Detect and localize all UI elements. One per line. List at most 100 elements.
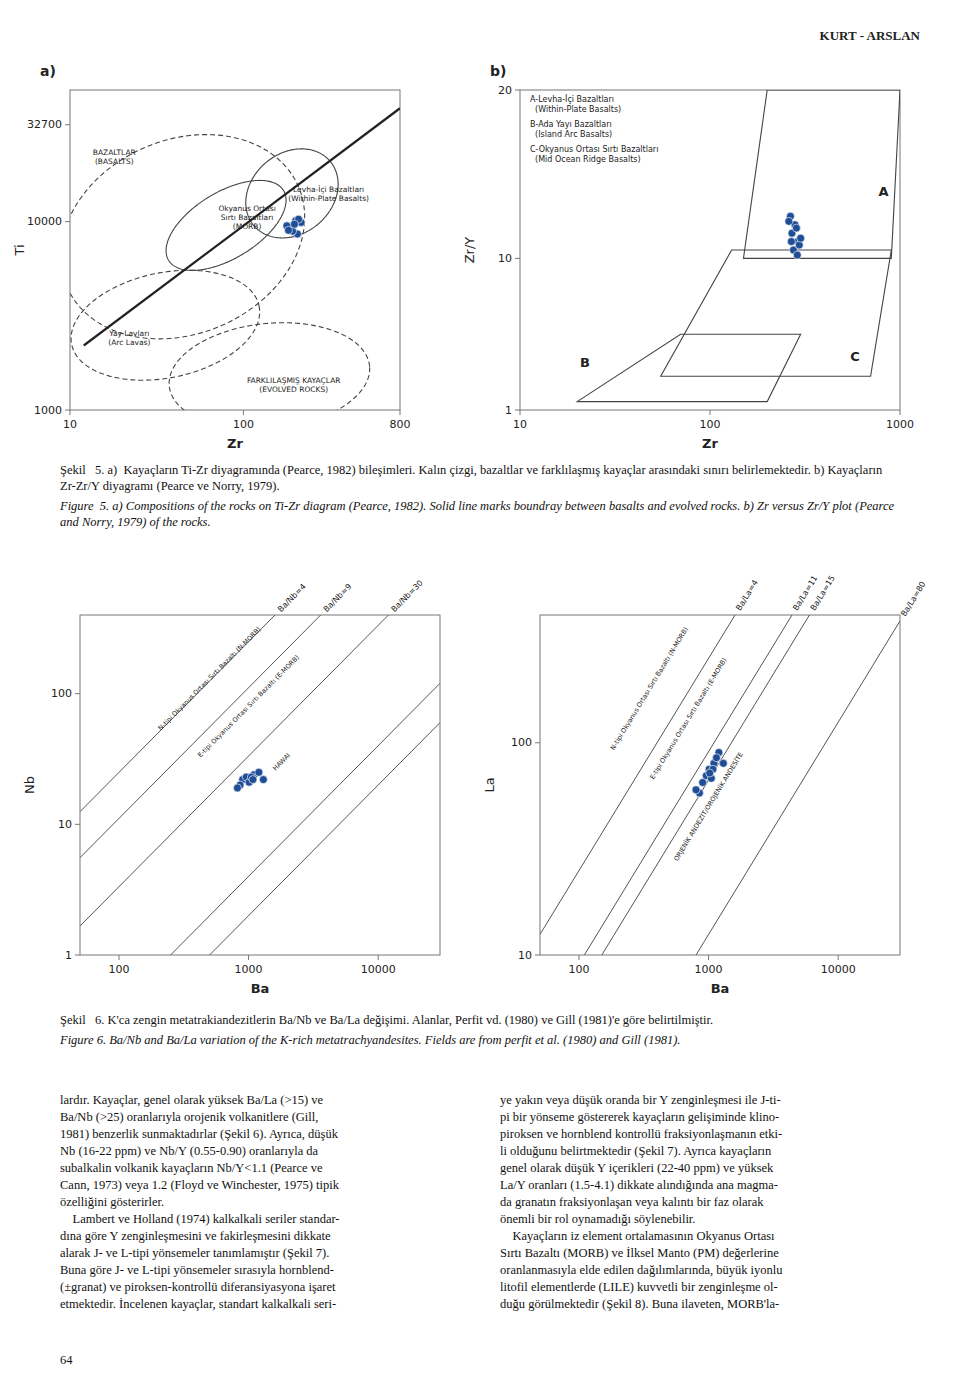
body-text: Buna göre J- ve L-tipi yönsemeler sırası… [60,1262,334,1279]
chart: 1010080010001000032700ZrTia)BAZALTLAR(BA… [12,63,411,451]
y-tick-label: 1 [505,404,512,417]
y-axis-label: Ti [12,244,27,256]
body-text: ye yakın veya düşük oranda bir Y zenginl… [500,1092,781,1109]
body-text: La/Y oranları (1.5-4.1) dikkate alındığı… [500,1177,778,1194]
field-label: FARKLILAŞMIŞ KAYAÇLAR(EVOLVED ROCKS) [247,376,341,394]
body-text: piroksen ve hornblend kontrollü fraksiyo… [500,1126,782,1143]
body-text: lardır. Kayaçlar, genel olarak yüksek Ba… [60,1092,323,1109]
text-line: C-Okyanus Ortası Sırtı Bazaltları [530,145,658,154]
x-tick-label: 10 [513,418,527,431]
text-line: HAWAI [271,752,292,773]
y-tick-label: 10 [498,252,512,265]
plot-frame [540,615,900,955]
x-tick-label: 100 [109,963,130,976]
y-tick [515,410,520,411]
plot-area [70,108,400,410]
text-line: A [879,184,889,199]
ratio-line [80,615,440,858]
text-line: E-tipi Okyanus Ortası Sırtı Bazaltı (E-M… [648,656,728,780]
body-text: litofil elementlerde (LILE) kuvvetli bir… [500,1279,778,1296]
field-boundary [70,135,305,339]
text-line: E-tipi Okyanus Ortası Sırtı Bazaltı (E-M… [196,654,301,760]
body-text: önemli bir rol oynamadığı söylenebilir. [500,1211,695,1228]
body-text: (±granat) ve piroksen-kontrollü diferans… [60,1279,336,1296]
field-label: N-tipi Okyanus Ortası Sırtı Bazaltı (N-M… [157,625,263,732]
data-point [233,784,241,792]
caption: Figure 6. Ba/Nb and Ba/La variation of t… [60,1032,900,1048]
x-axis-label: Zr [702,436,718,451]
body-text: 1981) benzerlik sunmaktadırlar (Şekil 6)… [60,1126,338,1143]
page-number: 64 [60,1352,73,1369]
text-line: (Island Arc Basalts) [530,130,612,139]
x-tick [900,410,901,415]
data-point [797,234,805,242]
x-tick [248,955,249,960]
body-text: Ba/Nb (>25) oranlarıyla orojenik volkani… [60,1109,318,1126]
chart: 100100010000110100BaNbBa/Nb=4Ba/Nb=9Ba/N… [22,449,440,1086]
ratio-label: Ba/Nb=9 [322,582,354,614]
data-point [249,776,257,784]
text-line: Levha-İçi Bazaltları [293,185,364,194]
body-text: genel olarak düşük Y içerikleri (22-40 p… [500,1160,773,1177]
y-tick-label: 20 [498,84,512,97]
x-tick [710,410,711,415]
text-line: C [850,349,860,364]
data-point [255,768,263,776]
field-boundary [71,270,260,380]
data-point [706,769,714,777]
field-label: HAWAI [271,752,292,773]
panel-title: a) [40,63,56,79]
text-line: Yay Lavları [108,329,149,338]
x-tick-label: 10000 [361,963,396,976]
field-letter: A [879,184,889,199]
ratio-line [540,615,900,955]
page-header: KURT - ARSLAN [820,28,921,43]
plot-area [80,615,440,955]
y-tick [75,955,80,956]
text-line: Sırtı Bazaltları [221,213,273,222]
plot-frame [520,90,900,410]
x-tick [520,410,521,415]
y-tick [65,221,70,222]
y-tick [535,955,540,956]
body-text: Cann, 1973) veya 1.2 (Floyd ve Wincheste… [60,1177,339,1194]
data-point [785,217,793,225]
x-tick [70,410,71,415]
data-point [793,251,801,259]
text-line: B-Ada Yayı Bazaltları [530,120,612,129]
y-tick [65,124,70,125]
ratio-label: Ba/Nb=30 [389,578,424,613]
y-axis-label: Nb [22,776,37,794]
chart: 10100100011020ZrZr/Yb)ABCA-Levha-İçi Baz… [462,63,914,451]
y-tick-label: 100 [51,687,72,700]
y-tick-label: 100 [511,736,532,749]
data-point [290,220,298,228]
caption: Figure 5. a) Compositions of the rocks o… [60,498,900,530]
y-tick [75,693,80,694]
data-point [712,754,720,762]
field-label: E-tipi Okyanus Ortası Sırtı Bazaltı (E-M… [648,656,728,780]
field-label: Levha-İçi Bazaltları(Within-Plate Basalt… [288,185,369,203]
x-tick [243,410,244,415]
plot-area [540,615,900,955]
body-text: Nb (16-22 ppm) ve Nb/Y (0.55-0.90) oranl… [60,1143,318,1160]
body-text: Kayaçların iz element ortalamasının Okya… [500,1228,775,1245]
field-key: C-Okyanus Ortası Sırtı Bazaltları (Mid O… [530,145,658,164]
body-text: da granatın fraksiyonlaşan veya kalıntı … [500,1194,763,1211]
y-tick-label: 10 [58,818,72,831]
body-text: pi bir yönseme göstererek kayaçların gel… [500,1109,779,1126]
ratio-line [80,723,440,955]
text-line: N-tipi Okyanus Ortası Sırtı Bazaltı (N-M… [157,625,263,732]
data-point [787,238,795,246]
text-line: (Within-Plate Basalts) [288,194,369,203]
x-tick-label: 1000 [235,963,263,976]
y-tick [65,410,70,411]
caption: Şekil 6. K'ca zengin metatrakiandezitler… [60,1012,900,1028]
x-tick [378,955,379,960]
body-text: subalkalin volkanik kayaçların Nb/Y<1.1 … [60,1160,323,1177]
data-point [719,759,727,767]
field-key: B-Ada Yayı Bazaltları (Island Arc Basalt… [530,120,612,139]
ratio-line [80,615,440,812]
field-letter: B [580,355,590,370]
field-label: ORJENİK ANDEZİT/OROJENİK ANDESİTE [672,751,745,863]
